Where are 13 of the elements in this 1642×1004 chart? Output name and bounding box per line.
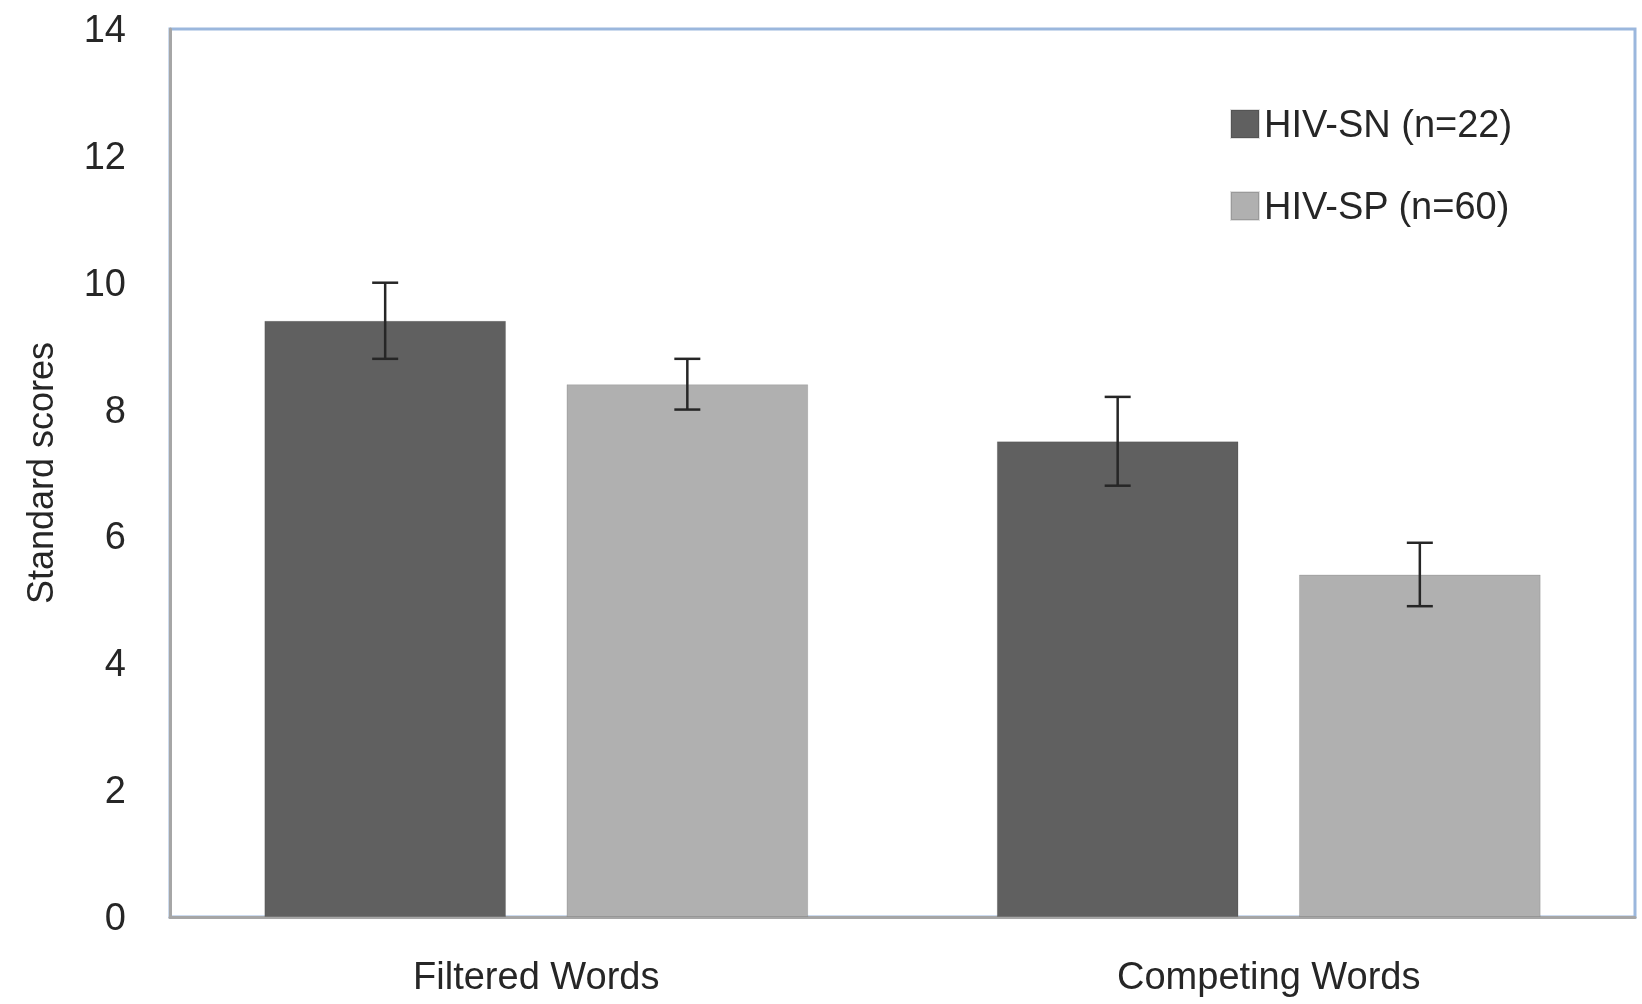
y-tick-label: 6 (104, 515, 126, 558)
x-tick-label: Competing Words (1117, 955, 1421, 997)
x-tick-label: Filtered Words (413, 955, 660, 997)
y-tick-label: 14 (83, 8, 126, 50)
y-tick-label: 12 (83, 134, 126, 177)
y-axis-title: Standard scores (19, 341, 61, 605)
y-tick-label: 2 (104, 769, 126, 812)
legend-label: HIV-SN (n=22) (1264, 103, 1513, 145)
y-tick-label: 10 (83, 261, 126, 304)
y-tick-label: 4 (104, 642, 126, 685)
y-tick-label: 8 (104, 388, 126, 431)
legend-label: HIV-SP (n=60) (1264, 185, 1510, 227)
y-tick-label: 0 (104, 896, 126, 938)
